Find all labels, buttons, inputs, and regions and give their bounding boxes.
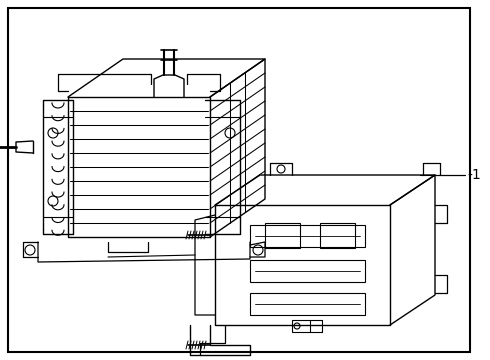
Bar bbox=[250, 225, 365, 247]
Text: -1: -1 bbox=[467, 168, 481, 182]
Bar bbox=[292, 320, 310, 332]
Bar bbox=[320, 223, 355, 248]
Bar bbox=[250, 260, 365, 282]
Bar bbox=[250, 293, 365, 315]
Bar bbox=[265, 223, 300, 248]
